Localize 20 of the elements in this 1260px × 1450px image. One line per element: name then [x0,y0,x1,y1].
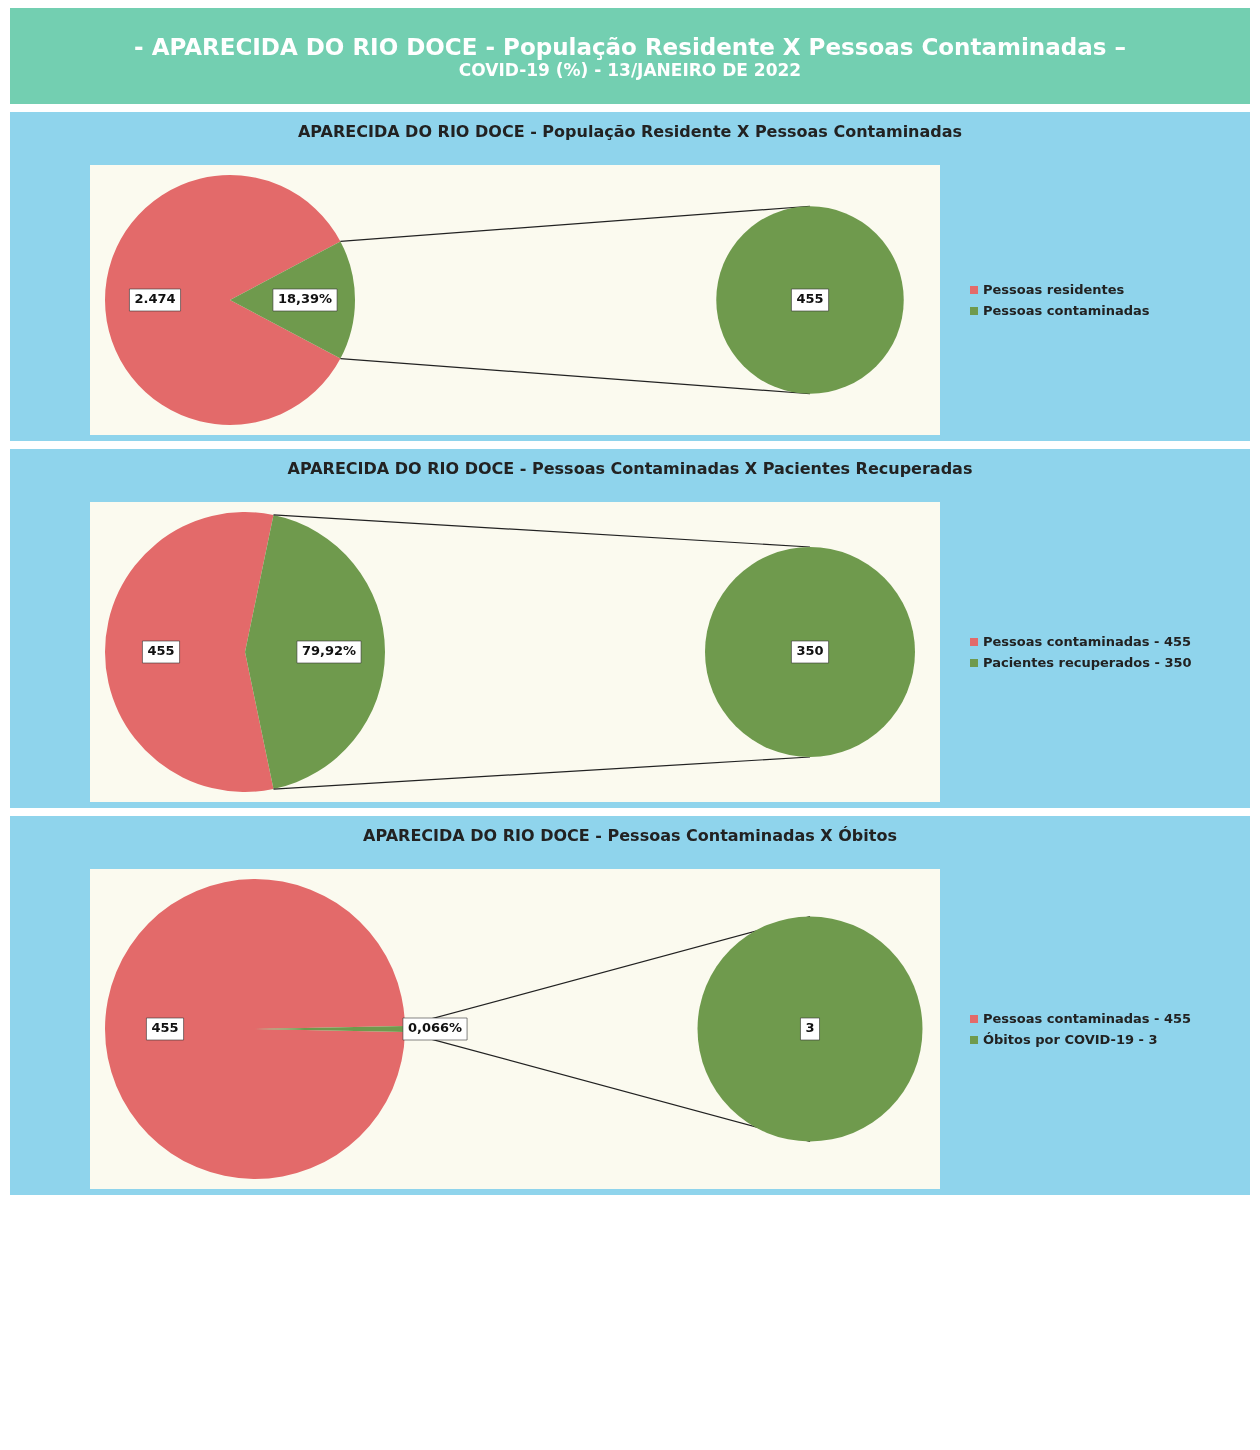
data-label: 455 [151,1020,179,1036]
legend-label: Pacientes recuperados - 350 [983,655,1192,670]
text: 350 [796,643,824,659]
legend-label: Pessoas contaminadas - 455 [983,634,1192,649]
data-label: 2.474 [134,291,176,307]
text: 455 [796,291,824,307]
text: 18,39% [277,291,333,307]
text: 0,066% [407,1020,463,1036]
text: - APARECIDA DO RIO DOCE - População Residente X Pessoas Contaminadas – [133,34,1127,60]
legend-label: Pessoas contaminadas - 455 [983,1011,1192,1026]
legend-label: Óbitos por COVID-19 - 3 [983,1032,1158,1047]
chart-title: APARECIDA DO RIO DOCE - Pessoas Contaminadas X Óbitos [362,826,898,845]
chart-title: APARECIDA DO RIO DOCE - Pessoas Contaminadas X Pacientes Recuperadas [286,459,974,478]
legend-label: Pessoas contaminadas [983,303,1150,318]
text: 3 [805,1020,815,1036]
legend-label: Pessoas residentes [983,282,1125,297]
chart-title: APARECIDA DO RIO DOCE - População Residente X Pessoas Contaminadas [296,122,964,141]
data-label: 455 [147,643,175,659]
text: 79,92% [301,643,357,659]
text: COVID-19 (%) - 13/JANEIRO DE 2022 [457,60,803,80]
